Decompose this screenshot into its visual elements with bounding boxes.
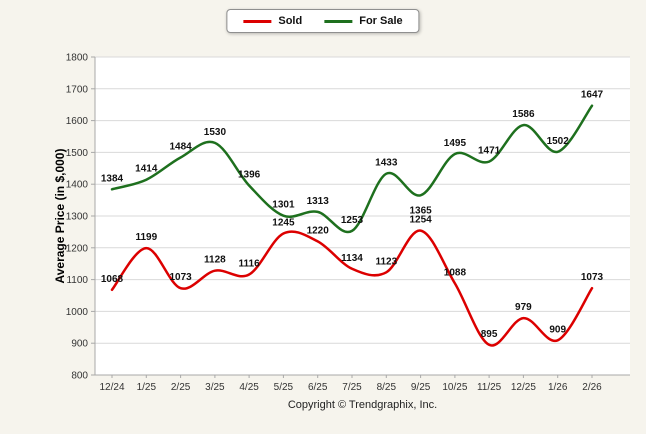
y-tick-label: 1400 xyxy=(66,180,89,191)
y-tick-label: 1200 xyxy=(66,243,89,254)
for-sale-data-label: 1586 xyxy=(512,109,535,120)
for-sale-data-label: 1471 xyxy=(478,146,501,157)
y-tick-label: 900 xyxy=(71,339,88,350)
x-tick-label: 8/25 xyxy=(377,382,397,393)
copyright-text: Copyright © Trendgraphix, Inc. xyxy=(287,399,438,411)
for-sale-data-label: 1495 xyxy=(444,138,467,149)
for-sale-data-label: 1530 xyxy=(204,127,227,138)
legend-item-sold: Sold xyxy=(243,15,302,27)
x-tick-label: 2/26 xyxy=(582,382,602,393)
x-tick-label: 9/25 xyxy=(411,382,431,393)
sold-data-label: 1088 xyxy=(444,267,467,278)
for-sale-data-label: 1384 xyxy=(101,173,124,184)
for-sale-data-label: 1253 xyxy=(341,215,364,226)
sold-data-label: 1220 xyxy=(307,225,330,236)
sold-line xyxy=(110,229,594,347)
sold-data-label: 1068 xyxy=(101,274,124,285)
sold-data-label: 909 xyxy=(549,324,566,335)
y-tick-label: 1100 xyxy=(66,275,88,286)
sold-data-label: 1245 xyxy=(272,218,295,229)
x-tick-label: 1/26 xyxy=(548,382,568,393)
y-axis-title: Average Price (in $,000) xyxy=(53,148,67,284)
sold-data-label: 1116 xyxy=(239,259,261,270)
x-tick-label: 4/25 xyxy=(239,382,259,393)
x-tick-label: 5/25 xyxy=(274,382,294,393)
sold-data-labels: 1068 1199 1073 1128 1116 1245 1220 1134 1123 1254… xyxy=(101,215,604,340)
sold-data-label: 1199 xyxy=(135,232,157,243)
x-tick-label: 10/25 xyxy=(442,382,467,393)
for-sale-data-label: 1484 xyxy=(169,142,192,153)
sold-data-label: 1128 xyxy=(204,255,226,266)
for-sale-line xyxy=(110,104,594,234)
sold-data-label: 979 xyxy=(515,302,532,313)
y-tick-label: 1300 xyxy=(66,212,89,223)
legend-label-sold: Sold xyxy=(278,15,303,27)
for-sale-line-swatch xyxy=(324,19,353,23)
y-tick-label: 1800 xyxy=(66,53,89,64)
y-tick-label: 1500 xyxy=(66,148,89,159)
for-sale-data-label: 1301 xyxy=(272,200,295,211)
x-tick-label: 2/25 xyxy=(171,382,191,393)
legend-label-for-sale: For Sale xyxy=(359,15,403,27)
legend-item-for-sale: For Sale xyxy=(324,15,403,27)
x-axis-tick-labels: 12/24 1/25 2/25 3/25 4/25 5/25 6/25 7/25 8/25 9/2… xyxy=(99,375,602,393)
sold-data-label: 1134 xyxy=(341,253,363,264)
y-tick-label: 800 xyxy=(71,371,88,382)
for-sale-data-label: 1433 xyxy=(375,158,398,169)
x-tick-label: 6/25 xyxy=(308,382,328,393)
sold-data-label: 895 xyxy=(481,329,498,340)
x-tick-label: 7/25 xyxy=(342,382,362,393)
for-sale-data-label: 1313 xyxy=(307,196,330,207)
for-sale-data-label: 1502 xyxy=(547,136,570,147)
sold-data-label: 1073 xyxy=(581,272,604,283)
x-tick-label: 3/25 xyxy=(205,382,225,393)
for-sale-data-label: 1396 xyxy=(238,170,261,181)
for-sale-data-label: 1414 xyxy=(135,164,158,175)
sold-data-label: 1073 xyxy=(169,272,192,283)
y-tick-label: 1600 xyxy=(66,116,89,127)
y-tick-label: 1000 xyxy=(66,307,89,318)
x-tick-label: 12/24 xyxy=(99,382,124,393)
sold-data-label: 1123 xyxy=(375,256,397,267)
x-tick-label: 1/25 xyxy=(137,382,157,393)
sold-data-label: 1254 xyxy=(409,215,432,226)
y-axis-tick-labels: 800 900 1000 1100 1200 1300 1400 1500 1600 1700 18… xyxy=(66,53,89,382)
x-tick-label: 11/25 xyxy=(477,382,502,393)
y-tick-label: 1700 xyxy=(66,84,89,95)
legend: Sold For Sale xyxy=(226,9,420,33)
for-sale-data-label: 1647 xyxy=(581,90,604,101)
x-tick-label: 12/25 xyxy=(511,382,536,393)
sold-line-swatch xyxy=(243,19,272,23)
for-sale-data-labels: 1384 1414 1484 1530 1396 1301 1313 1253 1433 1365… xyxy=(101,90,604,226)
for-sale-data-label: 1365 xyxy=(409,205,432,216)
